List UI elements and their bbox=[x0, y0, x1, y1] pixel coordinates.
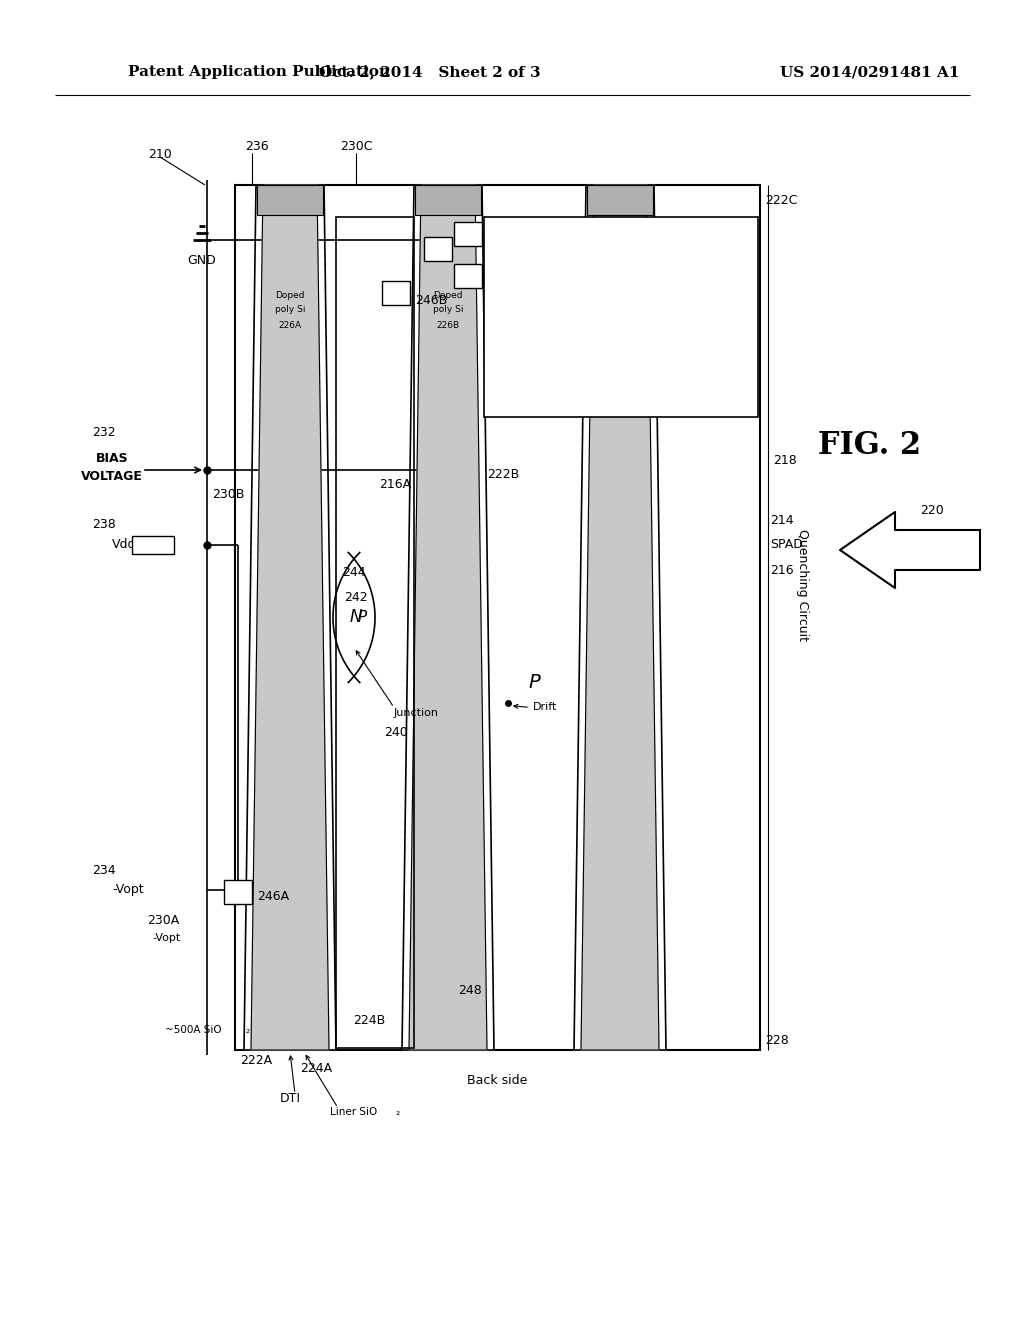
Text: 210: 210 bbox=[148, 149, 172, 161]
Text: Liner SiO: Liner SiO bbox=[330, 1107, 377, 1117]
Text: Quenching Circuit: Quenching Circuit bbox=[797, 529, 810, 642]
Text: 230C: 230C bbox=[340, 140, 373, 153]
Text: SPAD: SPAD bbox=[770, 539, 803, 552]
Text: Oct. 2, 2014   Sheet 2 of 3: Oct. 2, 2014 Sheet 2 of 3 bbox=[319, 65, 541, 79]
Bar bbox=[424, 238, 452, 261]
Text: VOLTAGE: VOLTAGE bbox=[81, 470, 143, 483]
Bar bbox=[484, 216, 758, 417]
Text: 222A: 222A bbox=[240, 1053, 272, 1067]
Text: Doped: Doped bbox=[275, 290, 305, 300]
Text: LIGHT: LIGHT bbox=[916, 544, 958, 557]
Text: 244: 244 bbox=[342, 566, 366, 579]
Text: Poly: Poly bbox=[427, 244, 449, 253]
Polygon shape bbox=[581, 185, 659, 1049]
Text: 216: 216 bbox=[770, 564, 794, 577]
Text: 216A: 216A bbox=[379, 479, 411, 491]
Text: ₂: ₂ bbox=[395, 1107, 399, 1117]
Text: Patent Application Publication: Patent Application Publication bbox=[128, 65, 390, 79]
Text: 222B: 222B bbox=[487, 469, 519, 482]
Text: 220: 220 bbox=[920, 503, 944, 516]
Polygon shape bbox=[402, 185, 494, 1049]
Text: N: N bbox=[350, 609, 362, 627]
Text: poly Si: poly Si bbox=[605, 305, 635, 314]
Bar bbox=[234, 185, 760, 1049]
Bar bbox=[454, 222, 482, 246]
Text: 226C: 226C bbox=[608, 321, 632, 330]
Text: 224C: 224C bbox=[584, 379, 616, 392]
Text: BIAS: BIAS bbox=[95, 451, 128, 465]
Text: Drift: Drift bbox=[534, 702, 557, 713]
Polygon shape bbox=[244, 185, 336, 1049]
Polygon shape bbox=[251, 185, 329, 1049]
Text: 224A: 224A bbox=[300, 1061, 332, 1074]
Text: 240: 240 bbox=[384, 726, 408, 739]
Text: DTI: DTI bbox=[280, 1092, 301, 1105]
Text: -Vopt: -Vopt bbox=[112, 883, 143, 896]
Text: P+: P+ bbox=[230, 887, 246, 898]
Text: N+: N+ bbox=[459, 271, 477, 281]
Text: Back side: Back side bbox=[467, 1073, 527, 1086]
Polygon shape bbox=[574, 185, 666, 1049]
Text: P: P bbox=[357, 610, 367, 624]
Text: 214: 214 bbox=[770, 513, 794, 527]
Text: 228: 228 bbox=[765, 1034, 788, 1047]
Text: metal: metal bbox=[606, 195, 634, 205]
Bar bbox=[454, 264, 482, 288]
Text: poly Si: poly Si bbox=[433, 305, 463, 314]
Text: metal: metal bbox=[434, 195, 462, 205]
Text: 234: 234 bbox=[92, 863, 116, 876]
Text: ~500A SiO: ~500A SiO bbox=[165, 1026, 221, 1035]
Text: 238: 238 bbox=[92, 519, 116, 532]
Bar bbox=[224, 880, 252, 904]
Text: 230B: 230B bbox=[212, 488, 245, 502]
Text: 230A: 230A bbox=[147, 913, 179, 927]
Text: 226B: 226B bbox=[436, 321, 460, 330]
Text: 246A: 246A bbox=[257, 891, 289, 903]
Text: P+: P+ bbox=[388, 288, 404, 298]
Text: poly Si: poly Si bbox=[274, 305, 305, 314]
Text: Doped: Doped bbox=[433, 290, 463, 300]
Text: 246B: 246B bbox=[415, 294, 447, 308]
Bar bbox=[132, 536, 174, 554]
Text: P: P bbox=[528, 673, 540, 692]
Text: N+: N+ bbox=[459, 228, 477, 239]
Bar bbox=[587, 185, 653, 215]
Text: Junction: Junction bbox=[394, 708, 439, 718]
Text: 248: 248 bbox=[458, 983, 481, 997]
Text: 232: 232 bbox=[92, 425, 116, 438]
Text: 236: 236 bbox=[245, 140, 268, 153]
Text: Vdd: Vdd bbox=[112, 539, 136, 552]
Text: 242: 242 bbox=[344, 591, 368, 605]
Text: GND: GND bbox=[187, 253, 216, 267]
Text: 216B: 216B bbox=[605, 318, 637, 331]
Text: US 2014/0291481 A1: US 2014/0291481 A1 bbox=[780, 65, 959, 79]
Text: 224B: 224B bbox=[353, 1014, 385, 1027]
Text: -Vopt: -Vopt bbox=[152, 933, 180, 942]
Polygon shape bbox=[409, 185, 487, 1049]
Text: 226A: 226A bbox=[279, 321, 301, 330]
Text: metal: metal bbox=[275, 195, 304, 205]
Text: ₂: ₂ bbox=[245, 1026, 249, 1035]
Polygon shape bbox=[840, 512, 980, 587]
Bar bbox=[415, 185, 481, 215]
Text: 218: 218 bbox=[773, 454, 797, 466]
Bar bbox=[336, 216, 414, 1048]
Bar bbox=[257, 185, 323, 215]
Bar bbox=[382, 281, 410, 305]
Text: 222C: 222C bbox=[765, 194, 798, 206]
Text: Doped: Doped bbox=[605, 290, 635, 300]
Text: FIG. 2: FIG. 2 bbox=[818, 429, 922, 461]
